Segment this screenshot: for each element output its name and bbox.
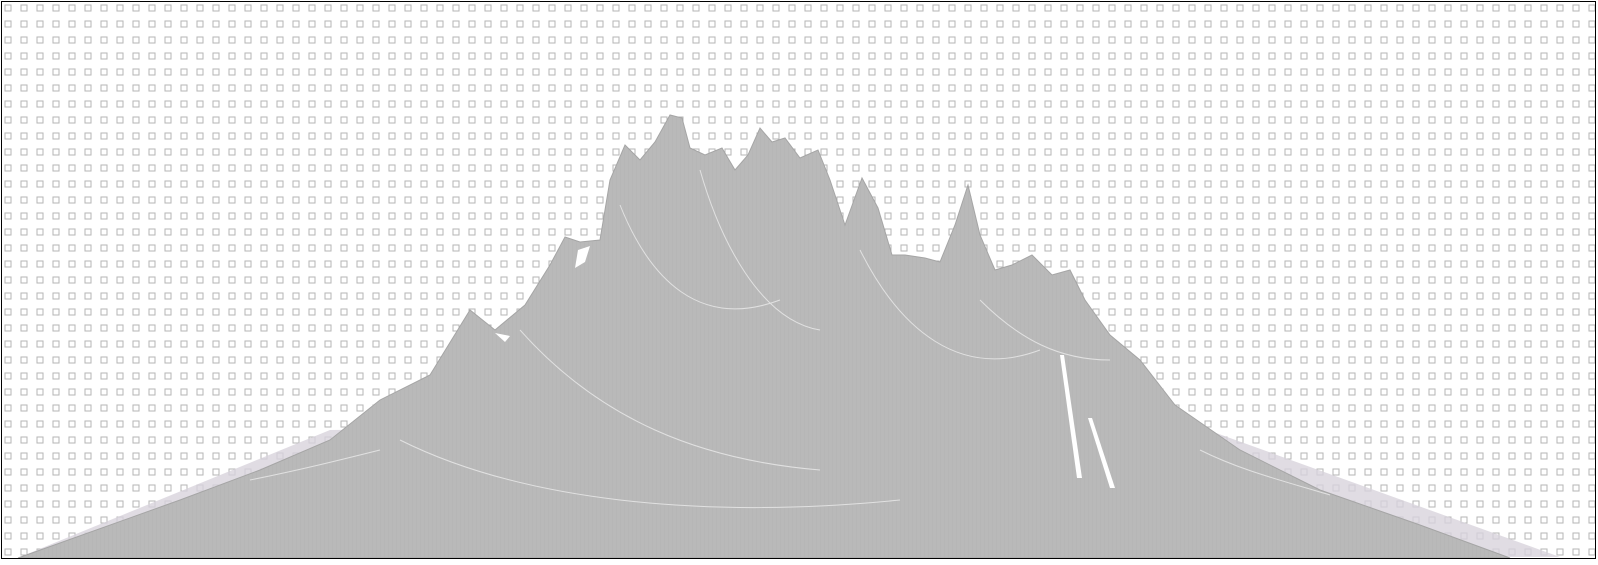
mountain: [17, 114, 1511, 559]
